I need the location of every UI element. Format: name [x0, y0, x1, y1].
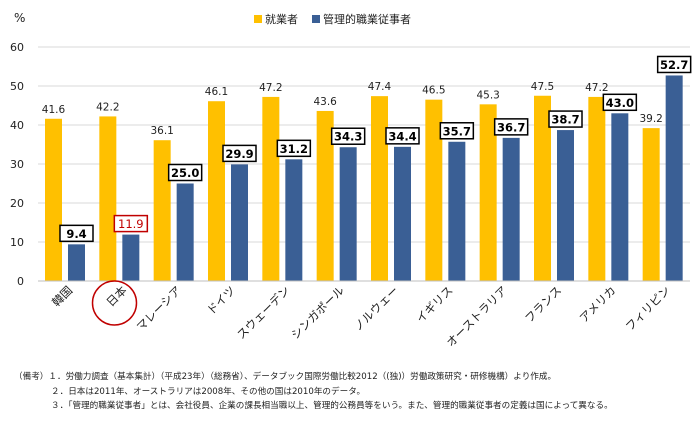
data-label-box-managerial	[602, 93, 638, 112]
y-tick-label: 50	[10, 80, 24, 93]
bars	[45, 75, 683, 282]
legend-label-1: 就業者	[265, 12, 298, 26]
bar-managerial	[611, 113, 629, 281]
data-label-managerial: 43.0	[606, 96, 634, 110]
legend-swatch-1	[254, 15, 262, 23]
data-label-box-managerial	[385, 127, 420, 145]
bar-managerial	[122, 234, 140, 281]
footnote-3: ３．「管理的職業従事者」とは、会社役員、企業の課長相当職以上、管理的公務員等をい…	[51, 401, 613, 411]
bar-employed	[371, 96, 388, 281]
x-tick-label: マレーシア	[134, 283, 184, 333]
data-label-managerial: 9.4	[66, 227, 86, 241]
data-label-box-managerial	[222, 144, 257, 163]
bar-managerial	[557, 130, 574, 281]
data-label-managerial: 34.3	[334, 130, 362, 144]
y-tick-label: 20	[10, 197, 24, 210]
bar-employed	[45, 118, 62, 281]
y-tick-label: 60	[10, 41, 24, 54]
data-label-box-managerial	[167, 163, 203, 182]
bar-managerial	[665, 75, 683, 281]
legend-swatch-2	[312, 15, 320, 23]
legend: 就業者 管理的職業従事者	[254, 12, 411, 26]
data-label-managerial: 35.7	[443, 124, 471, 138]
data-label-employed: 41.6	[42, 104, 66, 116]
bar-managerial	[231, 164, 248, 281]
bar-managerial	[285, 159, 303, 281]
bar-employed	[588, 96, 606, 281]
bar-managerial	[394, 146, 411, 281]
x-tick-label: ノルウェー	[351, 283, 402, 334]
footnote-1: （備考）１．労働力調査（基本集計）（平成23年）（総務省）、データブック国際労働…	[14, 372, 557, 382]
data-label-employed: 46.1	[205, 86, 228, 98]
x-tick-label: 日本	[103, 283, 130, 310]
bar-employed	[534, 95, 551, 281]
bar-employed	[262, 96, 280, 281]
y-unit-label: %	[14, 11, 25, 25]
data-labels: 41.6 9.4 42.2 11.9 36.1 25.0 46.1 29.9 47.2 31.2 4…	[42, 55, 692, 243]
x-tick-label: フィリピン	[623, 283, 673, 333]
bar-employed	[316, 110, 334, 282]
data-label-box-managerial	[330, 127, 366, 145]
data-label-employed: 46.5	[422, 85, 445, 97]
data-label-box-managerial	[113, 214, 149, 233]
footnote-2: ２．日本は2011年、オーストラリアは2008年、その他の国は2010年のデータ…	[51, 386, 366, 397]
data-label-employed: 47.5	[531, 81, 554, 93]
data-label-managerial: 31.2	[280, 142, 308, 156]
data-label-managerial: 38.7	[551, 113, 579, 127]
x-tick-label: ドイツ	[204, 283, 238, 317]
data-label-managerial: 34.4	[388, 129, 416, 143]
x-tick-label: 韓国	[49, 283, 75, 309]
bar-employed	[425, 99, 443, 282]
x-tick-label: フランス	[522, 283, 564, 325]
highlight-circle	[91, 280, 138, 326]
data-label-employed: 42.2	[96, 101, 119, 113]
y-tick-label: 40	[10, 119, 24, 132]
y-tick-label: 30	[10, 158, 24, 171]
gridlines	[38, 46, 690, 243]
legend-label-2: 管理的職業従事者	[323, 12, 411, 26]
data-label-box-managerial	[59, 224, 94, 243]
data-label-managerial: 11.9	[118, 217, 144, 231]
y-tick-label: 10	[10, 236, 24, 249]
data-label-box-managerial	[656, 55, 692, 74]
y-axis: 0 10 20 30 40 50 60	[10, 41, 24, 288]
data-label-managerial: 29.9	[225, 147, 253, 161]
data-label-employed: 47.2	[259, 82, 282, 94]
bar-managerial	[176, 183, 194, 281]
bar-employed	[99, 116, 117, 281]
data-label-box-managerial	[493, 118, 529, 136]
x-tick-label: シンガポール	[288, 283, 347, 342]
bar-employed	[208, 101, 225, 282]
bar-employed	[479, 104, 497, 281]
x-tick-label: スウェーデン	[234, 283, 293, 342]
data-label-managerial: 52.7	[660, 58, 688, 72]
data-label-managerial: 25.0	[171, 166, 199, 180]
bar-employed	[642, 128, 660, 281]
bar-chart: % 就業者 管理的職業従事者 0 10 20 30 40 50 60 41.6 9.4 42.2 1…	[10, 11, 692, 350]
data-label-box-managerial	[439, 122, 475, 140]
data-label-employed: 36.1	[150, 125, 173, 137]
data-label-employed: 47.4	[368, 81, 392, 93]
data-label-employed: 47.2	[585, 82, 608, 94]
data-label-managerial: 36.7	[497, 120, 525, 134]
bar-employed	[153, 140, 171, 281]
y-tick-label: 0	[17, 275, 24, 288]
x-tick-label: イギリス	[413, 283, 455, 325]
data-label-employed: 43.6	[313, 96, 337, 108]
bar-managerial	[339, 147, 357, 281]
bar-managerial	[502, 137, 520, 281]
bar-managerial	[68, 244, 85, 281]
data-label-employed: 39.2	[639, 113, 662, 125]
footnotes: （備考）１．労働力調査（基本集計）（平成23年）（総務省）、データブック国際労働…	[14, 370, 694, 414]
x-tick-label: アメリカ	[577, 283, 619, 325]
bar-managerial	[448, 141, 466, 281]
data-label-box-managerial	[548, 110, 583, 128]
data-label-box-managerial	[276, 139, 312, 158]
data-label-employed: 45.3	[476, 89, 499, 101]
